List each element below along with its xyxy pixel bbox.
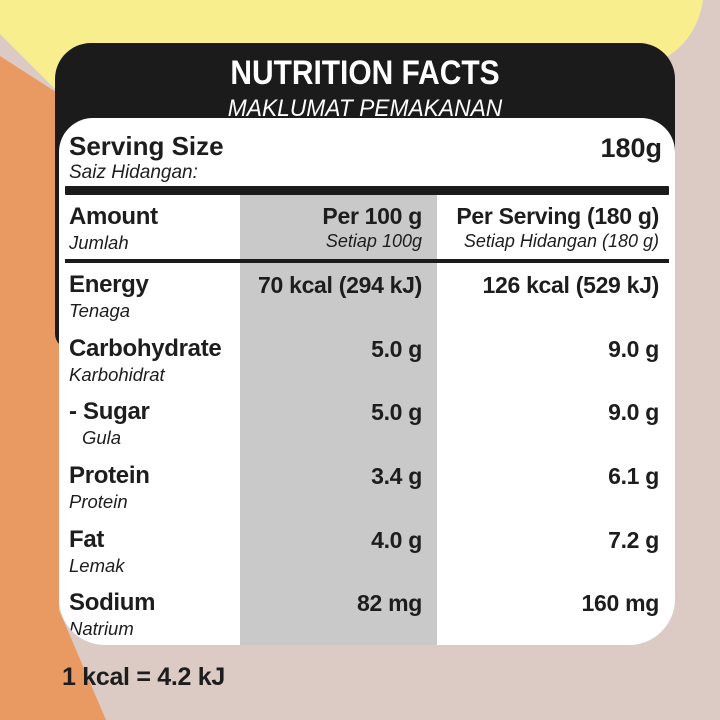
kcal-conversion-note: 1 kcal = 4.2 kJ — [62, 663, 226, 691]
nutrient-name: Fat — [69, 525, 105, 553]
col-header-amount-malay: Jumlah — [69, 231, 129, 253]
col-header-per-serving: Per Serving (180 g) Setiap Hidangan (180… — [437, 195, 675, 259]
thick-divider — [65, 186, 669, 195]
col-header-per-serving-label: Per Serving (180 g) — [456, 203, 659, 229]
per-100g-gray-column — [240, 195, 437, 645]
nutrient-row-sodium: Sodium Natrium 82 mg 160 mg — [59, 581, 675, 645]
nutrient-name-malay: Tenaga — [69, 299, 131, 321]
nutrient-name-cell: Energy Tenaga — [59, 263, 240, 327]
col-header-per-100g: Per 100 g Setiap 100g — [240, 195, 437, 259]
value-per-serving: 126 kcal (529 kJ) — [482, 272, 660, 298]
nutrition-facts-title: NUTRITION FACTS — [230, 54, 500, 92]
nutrient-name-malay: Gula — [82, 427, 122, 449]
serving-size-section: Serving Size Saiz Hidangan: 180g — [59, 118, 675, 186]
value-per-100g: 5.0 g — [371, 399, 422, 426]
header-panel: NUTRITION FACTS MAKLUMAT PEMAKANAN — [55, 43, 675, 123]
nutrient-rows: Energy Tenaga 70 kcal (294 kJ) 126 kcal … — [59, 263, 675, 645]
header-divider — [65, 259, 669, 263]
value-per-100g: 82 mg — [357, 590, 422, 617]
nutrition-table: Amount Jumlah Per 100 g Setiap 100g Per … — [59, 195, 675, 645]
label-card-body: Serving Size Saiz Hidangan: 180g Amount … — [59, 118, 675, 645]
nutrition-table-inner: Amount Jumlah Per 100 g Setiap 100g Per … — [59, 195, 675, 645]
value-per-serving: 7.2 g — [608, 526, 659, 553]
value-per-serving: 9.0 g — [608, 335, 659, 362]
nutrient-name-malay: Protein — [69, 490, 128, 512]
nutrient-row-carbohydrate: Carbohydrate Karbohidrat 5.0 g 9.0 g — [59, 327, 675, 391]
value-per-serving: 9.0 g — [608, 399, 659, 426]
value-per-100g: 3.4 g — [371, 463, 422, 490]
nutrient-name-cell: Fat Lemak — [59, 518, 240, 582]
value-per-100g: 5.0 g — [371, 335, 422, 362]
orange-background-shape — [0, 56, 106, 720]
value-per-100g: 70 kcal (294 kJ) — [258, 272, 422, 298]
nutrient-name: Energy — [69, 271, 149, 298]
col-header-per-100g-label: Per 100 g — [322, 203, 422, 229]
nutrient-name-cell: Carbohydrate Karbohidrat — [59, 327, 240, 391]
nutrient-name: - Sugar — [69, 398, 150, 426]
nutrient-name-malay: Natrium — [69, 618, 134, 640]
serving-size-label: Serving Size — [69, 131, 224, 161]
col-header-per-serving-malay: Setiap Hidangan (180 g) — [463, 230, 659, 251]
nutrient-row-protein: Protein Protein 3.4 g 6.1 g — [59, 454, 675, 518]
nutrient-row-fat: Fat Lemak 4.0 g 7.2 g — [59, 518, 675, 582]
nutrient-name-malay: Karbohidrat — [69, 363, 165, 385]
value-per-serving: 6.1 g — [608, 463, 659, 490]
table-header-row: Amount Jumlah Per 100 g Setiap 100g Per … — [59, 195, 675, 259]
value-per-100g: 4.0 g — [371, 526, 422, 553]
nutrient-name-malay: Lemak — [69, 554, 125, 576]
col-header-amount: Amount Jumlah — [59, 195, 240, 259]
value-per-serving: 160 mg — [581, 590, 660, 617]
nutrient-name-cell: Sodium Natrium — [59, 581, 240, 645]
nutrient-name-cell: - Sugar Gula — [59, 390, 240, 454]
nutrition-facts-subtitle: MAKLUMAT PEMAKANAN — [227, 95, 503, 122]
col-header-amount-label: Amount — [69, 203, 158, 230]
nutrient-name: Sodium — [69, 589, 156, 617]
serving-size-label-malay: Saiz Hidangan: — [69, 162, 198, 183]
nutrient-row-energy: Energy Tenaga 70 kcal (294 kJ) 126 kcal … — [59, 263, 675, 327]
col-header-per-100g-malay: Setiap 100g — [325, 230, 422, 251]
nutrient-row-sugar: - Sugar Gula 5.0 g 9.0 g — [59, 390, 675, 454]
nutrient-name: Carbohydrate — [69, 334, 222, 362]
nutrient-name-cell: Protein Protein — [59, 454, 240, 518]
nutrient-name: Protein — [69, 462, 150, 490]
serving-size-value: 180g — [600, 133, 662, 163]
